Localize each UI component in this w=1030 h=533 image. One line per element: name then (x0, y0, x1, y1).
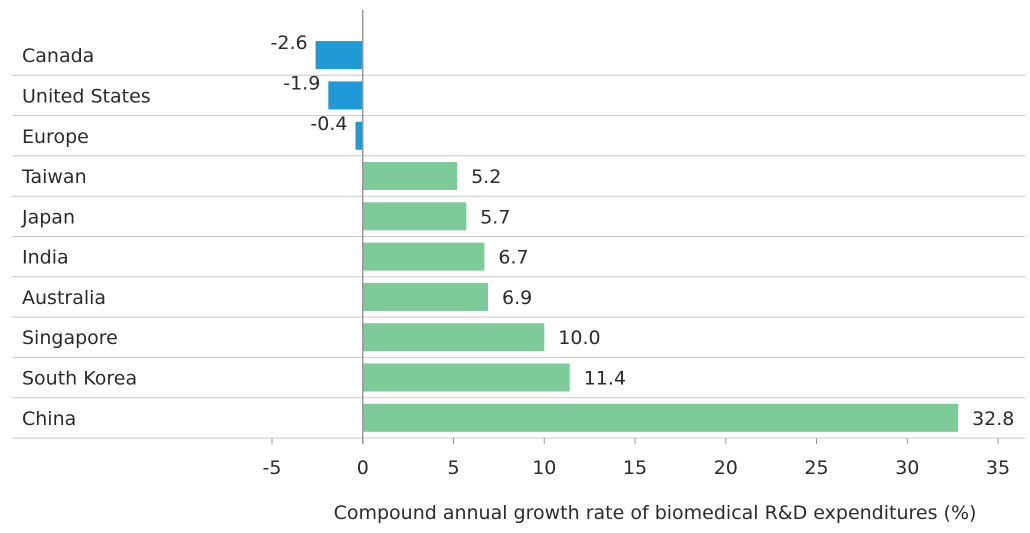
bar (362, 403, 959, 432)
x-tick-label: 20 (714, 457, 738, 479)
x-tick-label: 35 (986, 457, 1010, 479)
value-label: 5.7 (480, 206, 510, 228)
category-label: Singapore (22, 327, 118, 349)
category-label: South Korea (22, 368, 137, 390)
bar (362, 323, 545, 352)
bar (362, 242, 485, 271)
value-label: -0.4 (310, 113, 347, 135)
x-tick-label: 25 (804, 457, 828, 479)
category-label: Canada (22, 45, 94, 67)
category-label: India (22, 247, 69, 269)
category-label: Japan (21, 206, 75, 228)
x-axis-title: Compound annual growth rate of biomedica… (334, 502, 977, 524)
x-tick-label: 10 (532, 457, 556, 479)
x-axis: -5 0 5 10 15 20 25 30 35 (263, 10, 1010, 479)
category-label: Australia (22, 287, 106, 309)
value-labels: -2.6 -1.9 -0.4 5.2 5.7 6.7 6.9 10.0 11.4 32.8 (271, 32, 1015, 430)
x-tick-label: 30 (895, 457, 919, 479)
category-labels: Canada United States Europe Taiwan Japan Indi… (21, 45, 151, 430)
bar (362, 363, 570, 392)
value-label: 32.8 (972, 408, 1014, 430)
x-tick-label: -5 (263, 457, 282, 479)
x-tick-label: 15 (623, 457, 647, 479)
bar (328, 81, 363, 110)
bar (362, 282, 488, 311)
bar (362, 162, 458, 190)
category-label: China (22, 408, 76, 430)
row-dividers (12, 74, 1025, 439)
bars (315, 41, 959, 432)
value-label: -1.9 (283, 72, 320, 94)
category-label: United States (22, 85, 151, 107)
bar (362, 202, 467, 231)
value-label: 6.9 (502, 287, 532, 309)
bar (315, 41, 363, 70)
x-tick-label: 5 (447, 457, 459, 479)
value-label: 5.2 (471, 166, 501, 188)
value-label: 10.0 (558, 327, 600, 349)
category-label: Taiwan (21, 166, 87, 188)
x-tick-label: 0 (357, 457, 369, 479)
bar (355, 121, 363, 150)
value-label: 6.7 (498, 247, 528, 269)
value-label: -2.6 (271, 32, 308, 54)
value-label: 11.4 (584, 368, 626, 390)
category-label: Europe (22, 126, 89, 148)
